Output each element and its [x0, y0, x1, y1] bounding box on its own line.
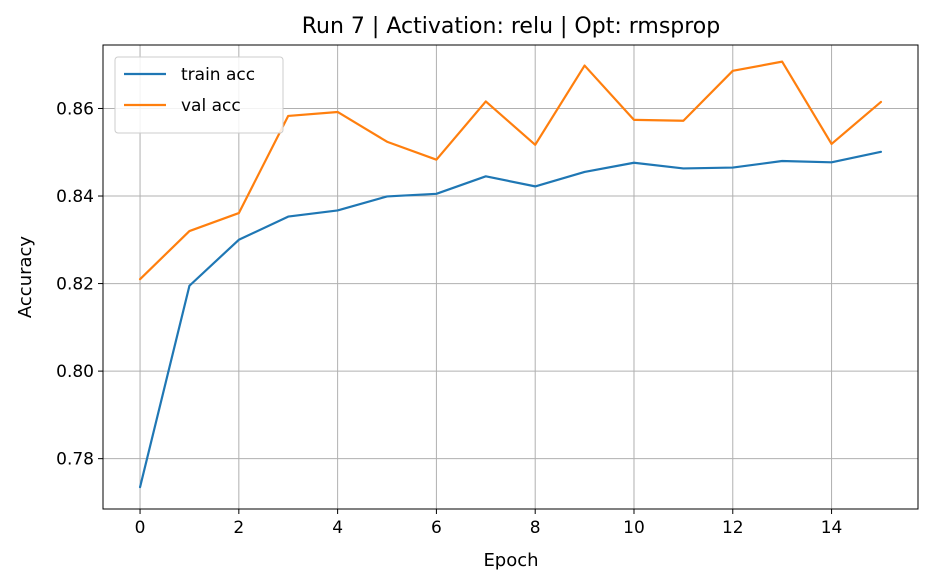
- x-tick-label: 14: [821, 518, 843, 538]
- x-tick-label: 2: [233, 518, 244, 538]
- legend-label: val acc: [181, 96, 241, 116]
- series-line-val-acc: [138, 60, 883, 281]
- x-tick-label: 12: [722, 518, 744, 538]
- y-ticks: 0.78 0.80 0.82 0.84 0.86: [56, 99, 103, 470]
- x-tick-label: 4: [332, 518, 343, 538]
- y-tick-label: 0.82: [56, 275, 94, 295]
- y-axis-label: Accuracy: [15, 236, 36, 319]
- x-tick-label: 6: [431, 518, 442, 538]
- chart-title: Run 7 | Activation: relu | Opt: rmsprop: [302, 14, 720, 39]
- legend: train acc val acc: [114, 56, 284, 134]
- x-axis-label: Epoch: [483, 550, 538, 571]
- legend-label: train acc: [181, 65, 255, 85]
- series-line-train-acc: [138, 150, 883, 489]
- grid: [103, 45, 918, 509]
- y-tick-label: 0.80: [56, 362, 94, 382]
- y-tick-label: 0.84: [56, 187, 94, 207]
- legend-box: [114, 56, 284, 134]
- plot-frame: [102, 44, 919, 510]
- y-tick-label: 0.78: [56, 450, 94, 470]
- x-tick-label: 0: [135, 518, 146, 538]
- y-tick-label: 0.86: [56, 99, 94, 119]
- x-tick-label: 8: [530, 518, 541, 538]
- series-group: [138, 60, 883, 489]
- x-ticks: 0 2 4 6 8 10 12 14: [135, 509, 843, 538]
- x-tick-label: 10: [623, 518, 645, 538]
